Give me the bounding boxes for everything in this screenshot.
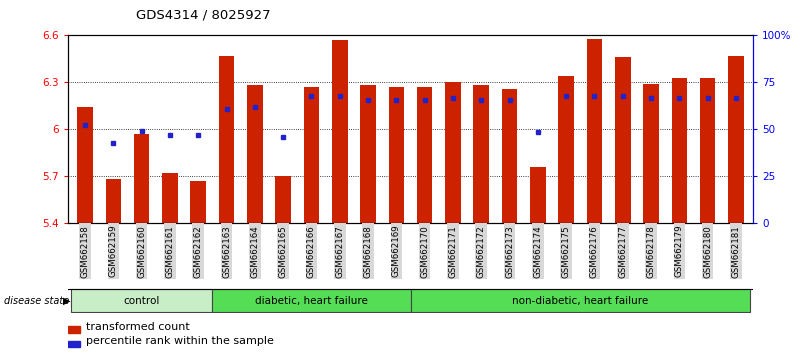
Bar [530,167,545,223]
Text: GSM662161: GSM662161 [166,225,175,278]
Text: GSM662171: GSM662171 [449,225,457,278]
Text: GSM662169: GSM662169 [392,225,400,278]
Bar [247,85,263,223]
Text: GSM662172: GSM662172 [477,225,485,278]
Bar [276,176,291,223]
Text: GSM662163: GSM662163 [222,225,231,278]
Bar [68,341,80,347]
FancyBboxPatch shape [410,289,750,312]
Text: GSM662178: GSM662178 [646,225,655,278]
Text: GSM662168: GSM662168 [364,225,372,278]
Text: GSM662176: GSM662176 [590,225,599,278]
Bar [700,78,715,223]
Bar [332,40,348,223]
FancyBboxPatch shape [71,289,212,312]
Text: GSM662164: GSM662164 [251,225,260,278]
Text: GSM662159: GSM662159 [109,225,118,278]
Bar [219,56,235,223]
Bar [68,326,80,333]
FancyBboxPatch shape [212,289,410,312]
Bar [558,76,574,223]
Text: GSM662162: GSM662162 [194,225,203,278]
Text: GSM662177: GSM662177 [618,225,627,278]
Bar [501,88,517,223]
Text: GSM662158: GSM662158 [81,225,90,278]
Text: transformed count: transformed count [87,322,190,332]
Text: disease state: disease state [4,296,69,306]
Bar [671,78,687,223]
Bar [304,87,320,223]
Bar [615,57,630,223]
Text: GSM662167: GSM662167 [336,225,344,278]
Text: non-diabetic, heart failure: non-diabetic, heart failure [512,296,649,306]
Text: GSM662160: GSM662160 [137,225,146,278]
Text: GDS4314 / 8025927: GDS4314 / 8025927 [136,9,271,22]
Bar [360,85,376,223]
Text: GSM662175: GSM662175 [562,225,570,278]
Bar [643,84,659,223]
Bar [388,87,405,223]
Bar [106,179,121,223]
Text: diabetic, heart failure: diabetic, heart failure [255,296,368,306]
Bar [728,56,744,223]
Bar [473,85,489,223]
Text: GSM662181: GSM662181 [731,225,740,278]
Text: GSM662180: GSM662180 [703,225,712,278]
Text: percentile rank within the sample: percentile rank within the sample [87,336,274,346]
Text: GSM662166: GSM662166 [307,225,316,278]
Text: GSM662174: GSM662174 [533,225,542,278]
Bar [586,39,602,223]
Bar [445,82,461,223]
Text: control: control [123,296,160,306]
Bar [162,173,178,223]
Bar [417,87,433,223]
Text: ▶: ▶ [62,296,70,306]
Bar [77,107,93,223]
Text: GSM662173: GSM662173 [505,225,514,278]
Bar [134,134,150,223]
Text: GSM662165: GSM662165 [279,225,288,278]
Text: GSM662170: GSM662170 [421,225,429,278]
Bar [191,181,206,223]
Text: GSM662179: GSM662179 [675,225,684,278]
